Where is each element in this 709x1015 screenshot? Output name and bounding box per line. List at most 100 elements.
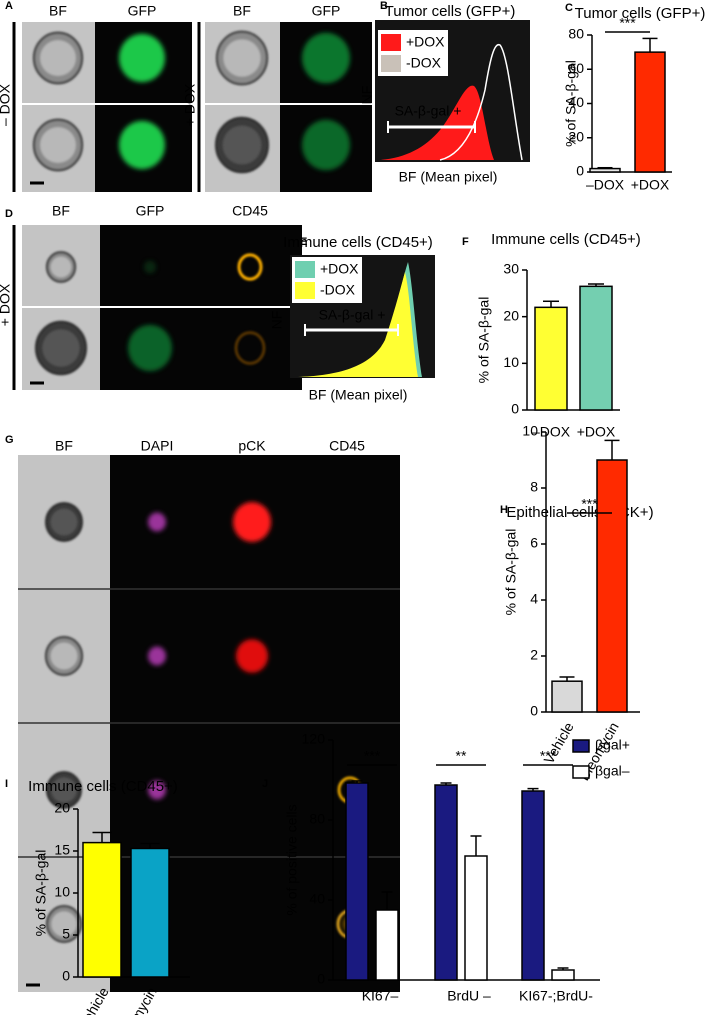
x-axis-label: BF (Mean pixel) bbox=[399, 169, 498, 185]
y-axis-label: % of SA-β-gal bbox=[33, 850, 49, 937]
bar bbox=[130, 847, 170, 978]
y-tick-label: 0 bbox=[511, 401, 519, 417]
cell-inner bbox=[50, 508, 78, 536]
y-axis-label: NF bbox=[359, 86, 375, 105]
panel-letter: D bbox=[5, 208, 13, 220]
legend-swatch bbox=[572, 765, 590, 779]
x-tick-label: –DOX bbox=[532, 424, 571, 440]
legend-label: βgal+ bbox=[595, 737, 630, 753]
y-tick-label: 40 bbox=[309, 891, 325, 907]
y-tick-label: 20 bbox=[503, 307, 519, 323]
legend-label: -DOX bbox=[320, 282, 356, 298]
x-axis-label: BF (Mean pixel) bbox=[309, 387, 408, 403]
cell-fluor bbox=[144, 260, 156, 274]
histogram-title: Tumor cells (GFP+) bbox=[385, 3, 516, 20]
cell-fluor bbox=[119, 33, 165, 83]
x-tick-label: KI67– bbox=[362, 988, 399, 1004]
x-tick-label: BrdU – bbox=[447, 988, 491, 1004]
y-tick-label: 5 bbox=[62, 926, 70, 942]
x-tick-label: KI67-;BrdU- bbox=[519, 988, 593, 1004]
column-header: GFP bbox=[136, 203, 165, 219]
chart-title: Immune cells (CD45+) bbox=[28, 778, 178, 795]
panel-letter: J bbox=[262, 778, 268, 790]
y-tick-label: 60 bbox=[568, 60, 584, 76]
y-tick-label: 0 bbox=[530, 703, 538, 719]
cell-inner bbox=[223, 39, 261, 77]
histogram-fill bbox=[295, 272, 418, 377]
gate-label: SA-β-gal + bbox=[395, 103, 462, 119]
bar bbox=[634, 51, 666, 173]
column-header: DAPI bbox=[141, 438, 174, 454]
panel-letter: C bbox=[565, 2, 573, 14]
y-tick-label: 40 bbox=[568, 94, 584, 110]
y-tick-label: 0 bbox=[317, 971, 325, 987]
significance-label: *** bbox=[619, 15, 636, 31]
significance-label: *** bbox=[581, 496, 598, 512]
y-tick-label: 10 bbox=[522, 423, 538, 439]
cell-fluor bbox=[148, 780, 166, 800]
y-tick-label: 0 bbox=[576, 163, 584, 179]
column-header: BF bbox=[49, 3, 67, 19]
chart-title: Immune cells (CD45+) bbox=[491, 231, 641, 248]
bar bbox=[82, 841, 122, 978]
x-tick-label: –DOX bbox=[586, 177, 625, 193]
bar bbox=[596, 459, 628, 713]
column-header: GFP bbox=[128, 3, 157, 19]
y-axis-label: % of SA-β-gal bbox=[476, 297, 492, 384]
significance-label: ** bbox=[456, 748, 467, 764]
legend-swatch bbox=[295, 282, 315, 299]
y-tick-label: 20 bbox=[568, 128, 584, 144]
column-header: CD45 bbox=[232, 203, 268, 219]
y-tick-label: 0 bbox=[62, 968, 70, 984]
x-tick-label: +DOX bbox=[631, 177, 670, 193]
condition-label: – DOX bbox=[0, 83, 13, 126]
y-tick-label: 2 bbox=[530, 647, 538, 663]
column-header: BF bbox=[55, 438, 73, 454]
panel-letter: B bbox=[380, 0, 388, 12]
legend-swatch bbox=[381, 55, 401, 72]
cell-fluor bbox=[148, 512, 166, 532]
y-tick-label: 10 bbox=[54, 884, 70, 900]
panel-letter: G bbox=[5, 434, 14, 446]
significance-label: *** bbox=[540, 748, 557, 764]
significance-label: *** bbox=[364, 748, 381, 764]
y-tick-label: 10 bbox=[503, 354, 519, 370]
column-header: GFP bbox=[312, 3, 341, 19]
bar bbox=[434, 784, 458, 981]
y-tick-label: 8 bbox=[530, 479, 538, 495]
cell-ring bbox=[237, 253, 263, 281]
legend-label: +DOX bbox=[406, 34, 445, 50]
column-header: BF bbox=[52, 203, 70, 219]
legend-swatch bbox=[572, 739, 590, 753]
column-header: CD45 bbox=[329, 438, 365, 454]
y-tick-label: 6 bbox=[530, 535, 538, 551]
condition-label: + DOX bbox=[0, 283, 13, 326]
cell-inner bbox=[51, 911, 77, 937]
cell-fluor bbox=[302, 32, 350, 84]
cell-fluor bbox=[119, 120, 165, 170]
y-axis-label: % of SA-β-gal bbox=[503, 529, 519, 616]
legend-label: -DOX bbox=[406, 55, 442, 71]
bar bbox=[345, 782, 369, 981]
y-tick-label: 15 bbox=[54, 842, 70, 858]
bar bbox=[551, 969, 575, 981]
cell-inner bbox=[50, 256, 72, 278]
gate-label: SA-β-gal + bbox=[319, 307, 386, 323]
cell-ring bbox=[234, 331, 266, 365]
cell-fluor bbox=[302, 119, 350, 171]
panel-letter: E bbox=[300, 236, 307, 248]
bar bbox=[579, 285, 613, 411]
y-tick-label: 120 bbox=[302, 731, 326, 747]
panel-letter: F bbox=[462, 236, 469, 248]
cell-fluor bbox=[128, 324, 172, 372]
y-tick-label: 80 bbox=[568, 26, 584, 42]
cell-inner bbox=[51, 777, 77, 803]
bar bbox=[521, 790, 545, 981]
y-axis-label: % of positive cells bbox=[284, 804, 300, 915]
column-header: pCK bbox=[238, 438, 266, 454]
y-axis-label: NF bbox=[269, 311, 285, 330]
y-tick-label: 20 bbox=[54, 800, 70, 816]
panel-letter: A bbox=[5, 0, 13, 12]
bar bbox=[464, 855, 488, 981]
